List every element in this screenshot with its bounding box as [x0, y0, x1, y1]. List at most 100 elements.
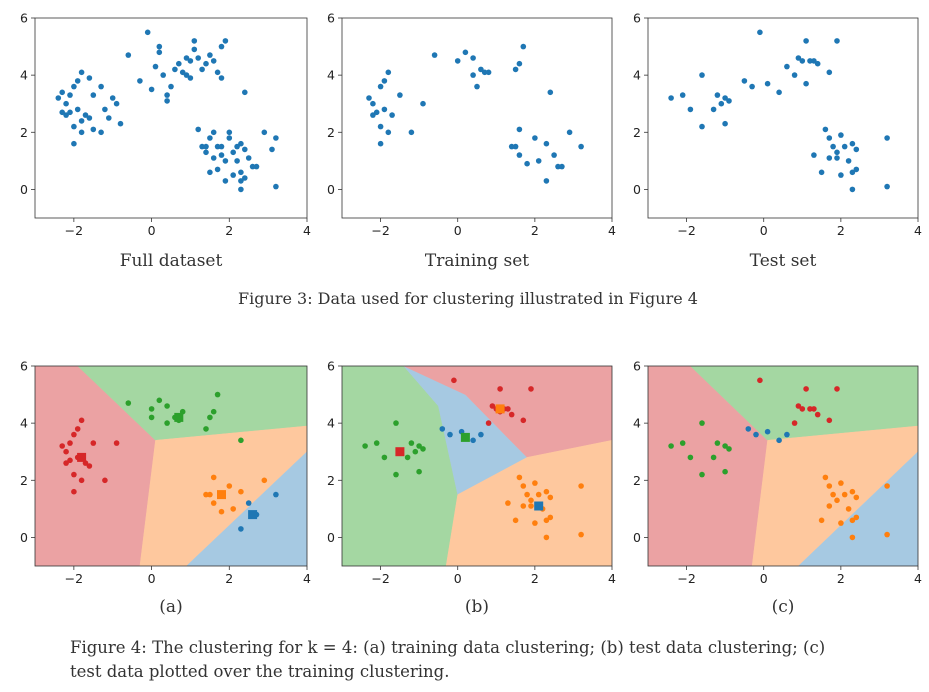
data-point: [207, 135, 213, 141]
data-point: [757, 377, 763, 384]
data-point: [222, 158, 229, 164]
data-point: [377, 83, 384, 90]
x-tick-label: 4: [608, 571, 616, 586]
data-point: [366, 95, 372, 101]
chart-panel-fig3-full: −2 0 2 4 0 2 4 6 Full dataset: [20, 11, 311, 272]
plot-frame: [647, 365, 919, 567]
data-point: [462, 49, 469, 56]
data-point: [699, 72, 705, 78]
data-point: [195, 55, 201, 61]
data-point: [753, 431, 759, 438]
data-point: [160, 72, 166, 78]
data-point: [826, 503, 833, 509]
data-point: [834, 497, 840, 504]
data-point: [687, 106, 694, 113]
data-point: [826, 69, 833, 76]
data-point: [377, 123, 384, 130]
data-point: [528, 497, 534, 504]
data-point: [210, 129, 217, 136]
data-point: [512, 66, 519, 73]
y-tick-label: 6: [327, 359, 335, 374]
data-point: [547, 89, 554, 96]
x-tick-label: −2: [65, 571, 83, 586]
data-point: [148, 406, 155, 412]
data-point: [269, 146, 275, 153]
x-tick-label: 2: [837, 571, 845, 586]
data-point: [106, 115, 112, 121]
panel-caption: (a): [159, 597, 182, 617]
y-tick-label: 4: [327, 416, 335, 431]
data-point: [722, 95, 728, 101]
data-point: [253, 163, 260, 170]
y-tick-label: 0: [633, 182, 641, 197]
y-tick-label: 4: [633, 416, 641, 431]
centroid-marker-cluster-1: [77, 452, 87, 462]
data-point: [822, 474, 829, 481]
data-point: [86, 463, 93, 469]
data-point: [784, 431, 790, 438]
data-point: [516, 60, 523, 67]
data-point: [210, 155, 217, 161]
data-point: [203, 143, 209, 150]
data-point: [741, 78, 748, 84]
data-point: [176, 60, 182, 67]
data-point: [214, 143, 221, 150]
data-point: [791, 72, 798, 78]
data-point: [210, 58, 217, 64]
data-point: [791, 420, 798, 426]
data-point: [74, 106, 81, 113]
y-tick-label: 2: [327, 473, 335, 488]
data-point: [156, 49, 163, 56]
data-point: [543, 488, 550, 495]
centroid-marker-cluster-4: [248, 510, 258, 520]
data-point: [841, 143, 848, 150]
data-point: [230, 149, 236, 156]
data-point: [516, 152, 523, 158]
data-point: [745, 426, 752, 432]
data-point: [853, 146, 860, 153]
data-point: [481, 69, 488, 76]
data-point: [811, 406, 817, 412]
data-point: [416, 443, 422, 449]
data-point: [261, 477, 268, 484]
data-point: [699, 123, 705, 130]
data-point: [218, 43, 225, 50]
data-point: [164, 420, 170, 426]
data-point: [234, 143, 240, 150]
data-point: [826, 483, 833, 489]
data-point: [203, 491, 209, 498]
data-point: [113, 100, 120, 107]
data-point: [86, 75, 93, 81]
centroid-marker-cluster-3: [495, 404, 505, 414]
data-point: [826, 135, 833, 141]
data-point: [222, 38, 229, 44]
data-point: [431, 52, 438, 58]
data-point: [385, 69, 392, 76]
data-point: [377, 140, 384, 147]
data-point: [838, 172, 844, 178]
x-tick-label: 4: [914, 571, 922, 586]
x-tick-label: 4: [914, 223, 922, 238]
data-point: [218, 508, 225, 515]
data-point: [59, 89, 65, 96]
data-point: [699, 420, 705, 426]
data-point: [478, 431, 484, 438]
plot-frame: [341, 17, 613, 219]
data-point: [168, 83, 174, 90]
data-point: [67, 92, 73, 98]
data-point: [102, 106, 108, 113]
data-point: [214, 166, 221, 173]
data-point: [714, 92, 721, 98]
data-point: [164, 98, 170, 104]
decision-region-cluster-4: [186, 451, 307, 566]
data-point: [78, 118, 85, 124]
panel-caption: (c): [772, 597, 795, 617]
data-point: [470, 72, 476, 78]
data-point: [722, 120, 728, 127]
x-tick-label: −2: [371, 571, 389, 586]
data-point: [218, 152, 225, 158]
data-point: [362, 443, 368, 449]
data-point: [520, 483, 527, 489]
data-point: [238, 169, 244, 176]
data-point: [485, 69, 492, 76]
